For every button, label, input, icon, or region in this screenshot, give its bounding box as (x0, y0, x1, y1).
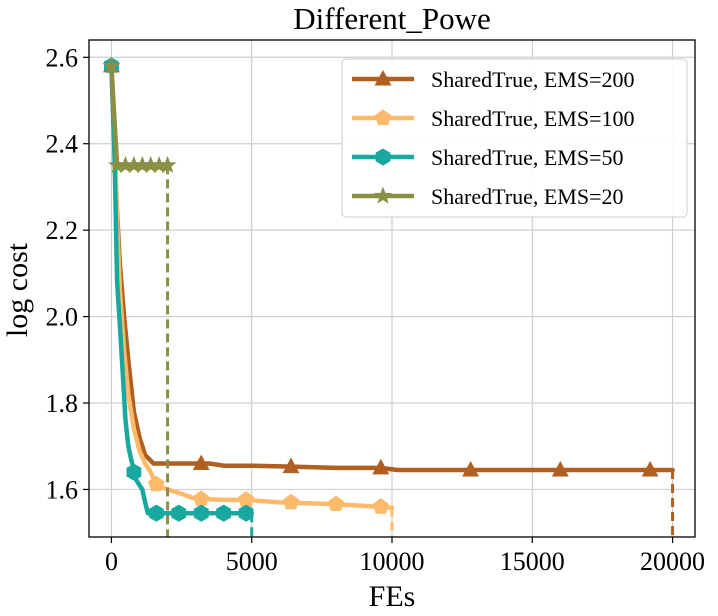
x-tick-label: 10000 (360, 547, 425, 576)
series-line (109, 63, 675, 473)
legend-label: SharedTrue, EMS=50 (431, 145, 624, 170)
legend-marker (374, 109, 392, 125)
legend-entry: SharedTrue, EMS=20 (352, 184, 624, 209)
series-marker (216, 504, 232, 522)
legend-label: SharedTrue, EMS=200 (431, 67, 635, 92)
y-tick-label: 2.2 (46, 216, 79, 245)
legend-marker (374, 186, 392, 204)
series-3 (104, 57, 254, 537)
legend-entry: SharedTrue, EMS=200 (352, 67, 635, 92)
series-marker (238, 504, 254, 522)
series-2 (103, 57, 395, 537)
ticks: 0 5000 10000 15000 20000 1.6 1.8 2.0 2.2 2.4 2.6 (46, 43, 706, 576)
y-tick-label: 1.6 (46, 475, 79, 504)
x-tick-label: 5000 (226, 547, 278, 576)
legend-marker (375, 148, 391, 166)
series-marker (126, 463, 142, 481)
x-tick-label: 0 (105, 547, 118, 576)
legend-entry: SharedTrue, EMS=100 (352, 106, 635, 131)
series-marker (171, 504, 187, 522)
legend-label: SharedTrue, EMS=100 (431, 106, 635, 131)
legend-marker (374, 69, 392, 86)
series-marker (148, 504, 164, 522)
legend: SharedTrue, EMS=200 SharedTrue, EMS=100 Sh… (341, 58, 688, 218)
series-marker (102, 56, 121, 74)
series-marker (192, 454, 210, 470)
y-axis-label: log cost (1, 242, 34, 337)
chart-title: Different_Powe (293, 1, 490, 36)
series-layer (102, 56, 675, 537)
series-marker (372, 458, 390, 475)
legend-box (341, 58, 688, 218)
series-marker (372, 498, 389, 514)
series-1 (102, 56, 675, 537)
x-tick-label: 15000 (500, 547, 565, 576)
series-marker (193, 504, 209, 522)
series-marker (551, 460, 569, 477)
legend-entry: SharedTrue, EMS=50 (352, 145, 624, 170)
series-marker (158, 155, 177, 173)
x-tick-label: 20000 (640, 547, 705, 576)
y-tick-label: 1.8 (46, 389, 79, 418)
series-marker (282, 493, 300, 510)
legend-label: SharedTrue, EMS=20 (431, 184, 624, 209)
y-tick-label: 2.4 (46, 130, 79, 159)
series-marker (327, 495, 345, 512)
y-tick-label: 2.0 (46, 303, 79, 332)
series-4 (102, 56, 177, 537)
series-marker (148, 475, 165, 492)
series-marker (641, 460, 659, 477)
series-marker (282, 457, 300, 474)
y-tick-label: 2.6 (46, 43, 79, 72)
series-marker (462, 460, 480, 477)
x-axis-label: FEs (369, 580, 416, 613)
